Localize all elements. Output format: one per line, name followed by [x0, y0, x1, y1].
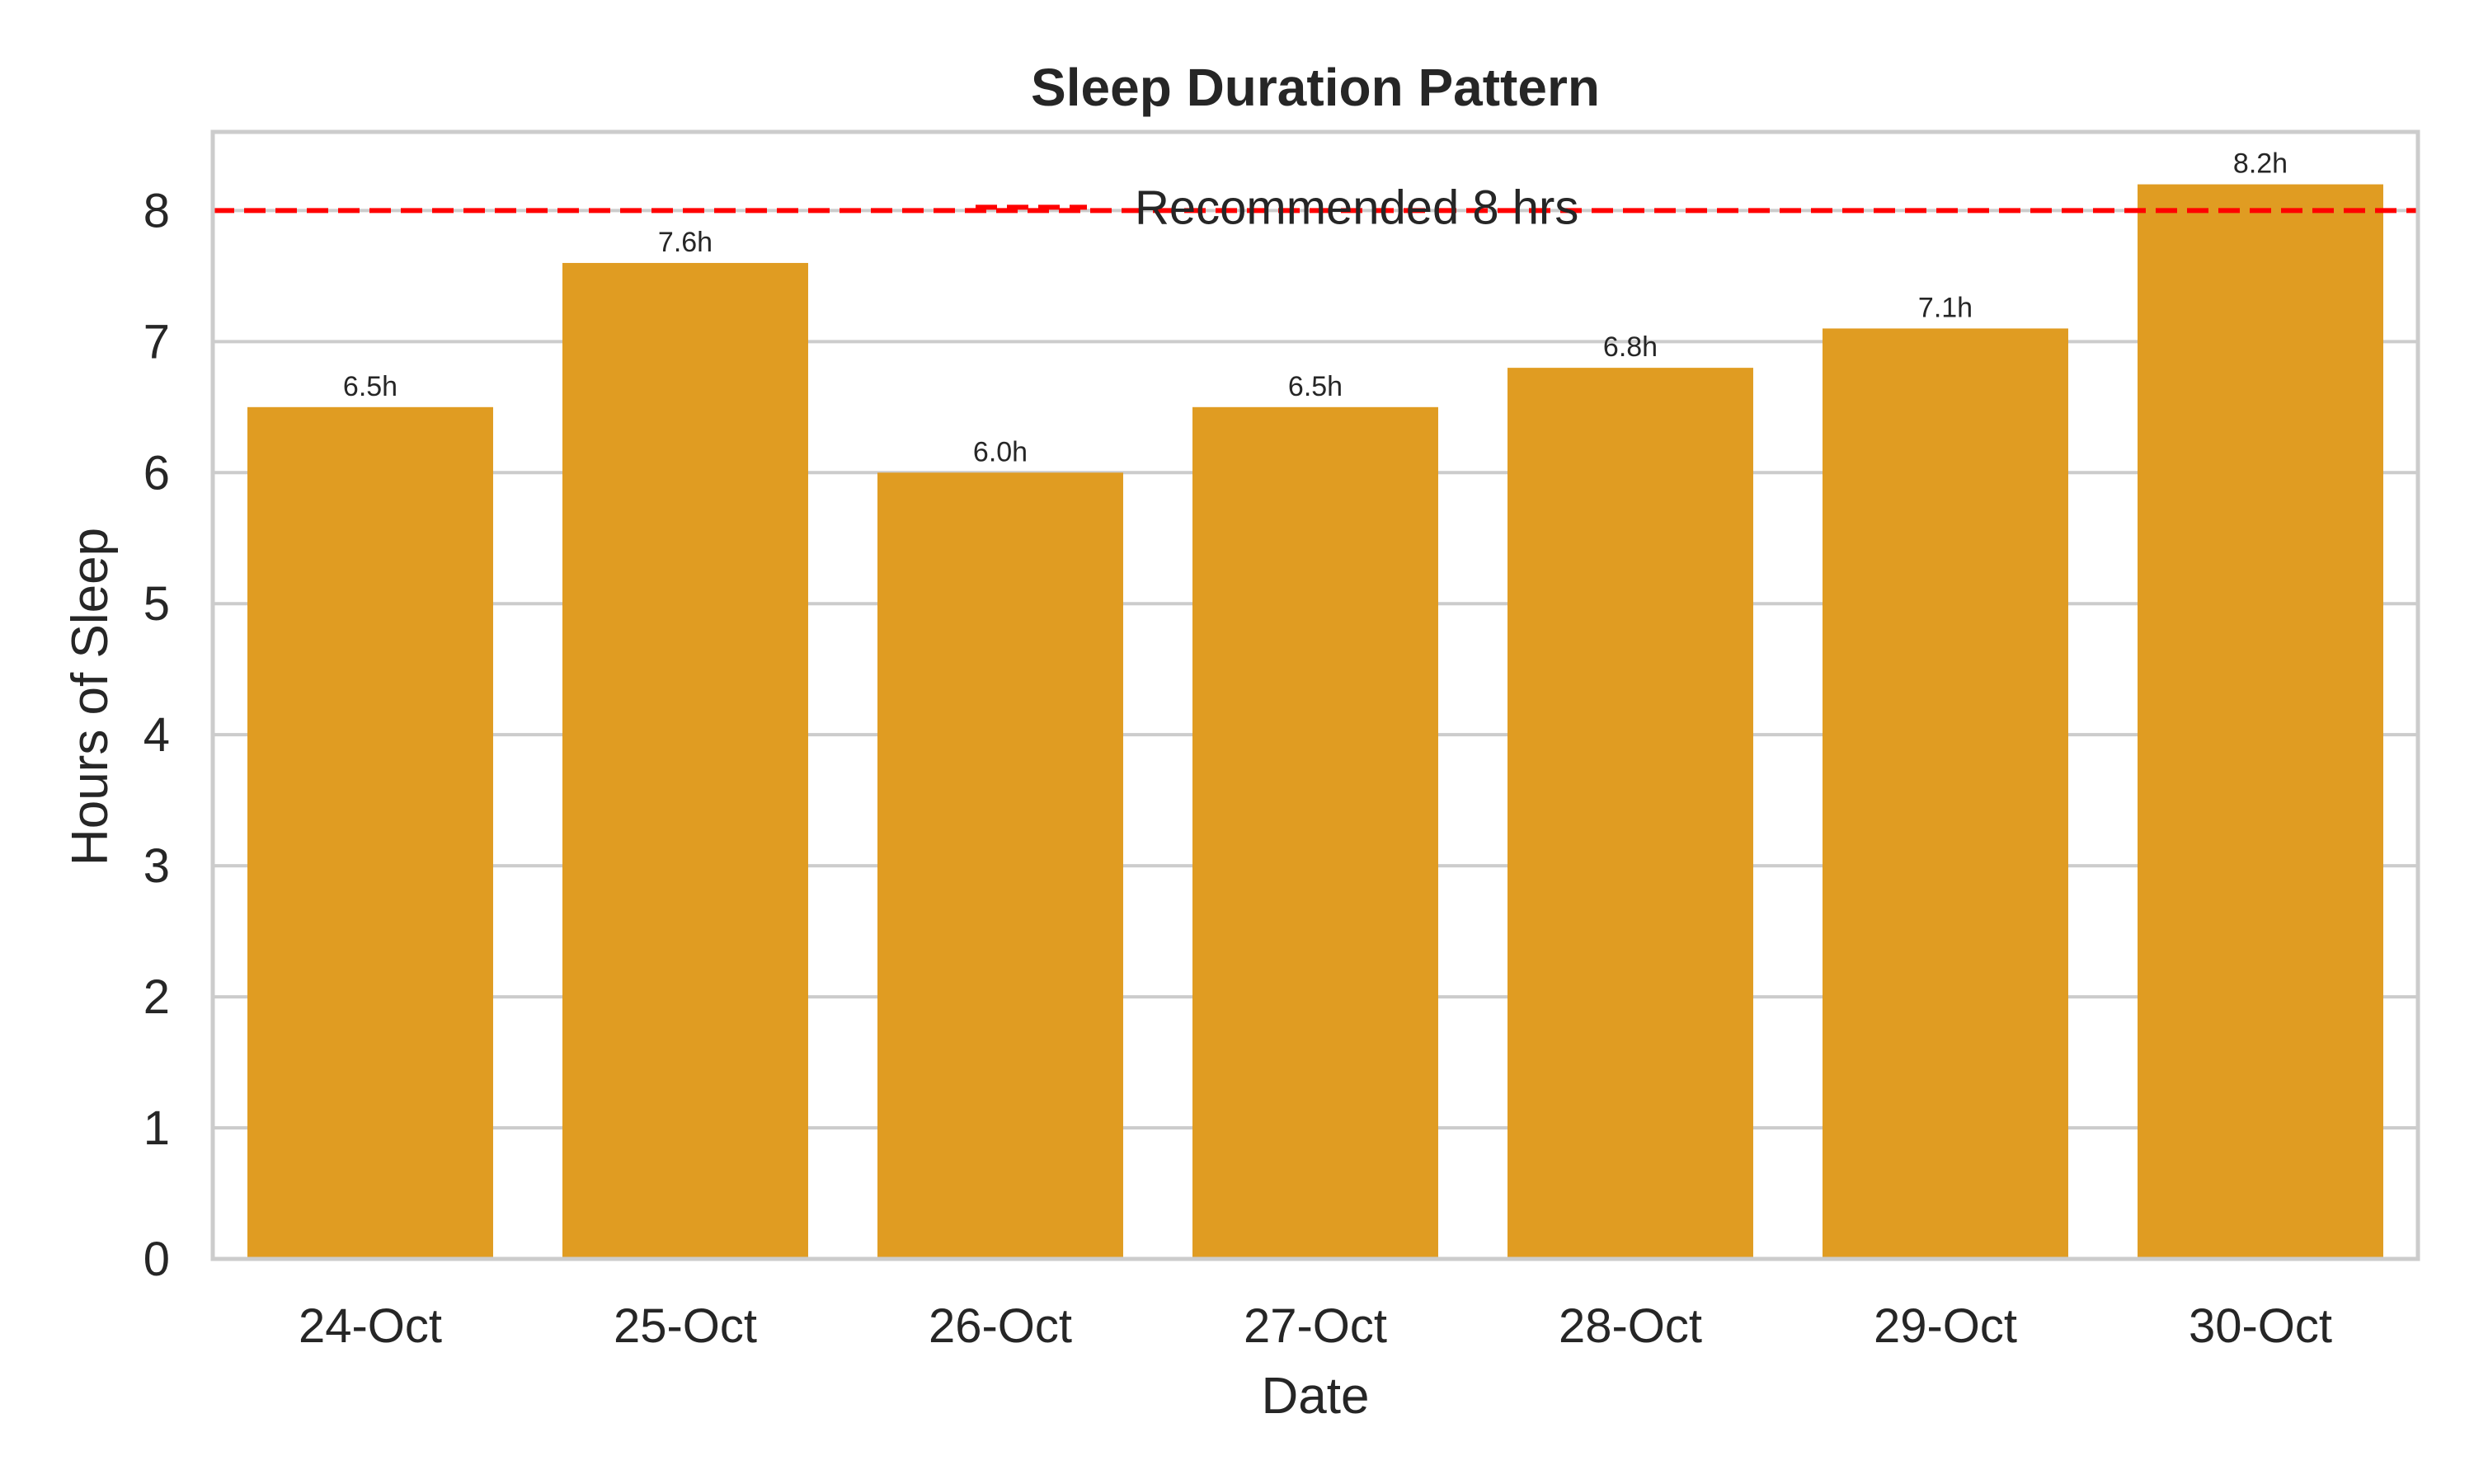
x-axis-label: Date	[1262, 1368, 1370, 1425]
y-tick-label: 3	[143, 839, 170, 893]
legend-label: Recommended 8 hrs	[1135, 181, 1578, 234]
data-label: 8.2h	[2233, 148, 2288, 180]
data-label: 7.6h	[658, 227, 713, 258]
y-tick-label: 0	[143, 1233, 170, 1286]
data-label: 6.5h	[343, 371, 397, 402]
bar	[2138, 184, 2383, 1259]
x-tick-label: 27-Oct	[1244, 1299, 1387, 1353]
x-tick-label: 24-Oct	[299, 1299, 442, 1353]
data-label: 6.5h	[1288, 371, 1343, 402]
bar	[1823, 328, 2068, 1260]
x-tick-label: 29-Oct	[1874, 1299, 2017, 1353]
y-tick-label: 5	[143, 577, 170, 631]
bar	[562, 262, 808, 1259]
y-tick-labels: 0 1 2 3 4 5 6 7 8	[143, 184, 170, 1286]
bar	[247, 406, 493, 1259]
data-label: 6.0h	[973, 436, 1028, 467]
bars	[247, 184, 2383, 1260]
y-tick-label: 2	[143, 970, 170, 1024]
x-tick-label: 26-Oct	[929, 1299, 1072, 1353]
y-tick-label: 6	[143, 446, 170, 500]
y-tick-label: 4	[143, 708, 170, 762]
x-tick-label: 25-Oct	[614, 1299, 757, 1353]
data-label: 7.1h	[1918, 292, 1973, 323]
y-tick-label: 7	[143, 315, 170, 369]
plot-frame	[210, 129, 2420, 1261]
legend: Recommended 8 hrs	[976, 181, 1578, 234]
x-tick-labels: 24-Oct 25-Oct 26-Oct 27-Oct 28-Oct 29-Oct 30-O…	[299, 1299, 2332, 1353]
y-tick-label: 1	[143, 1101, 170, 1155]
y-tick-label: 8	[143, 184, 170, 237]
bar	[877, 472, 1123, 1259]
data-labels: 6.5h 7.6h 6.0h 6.5h 6.8h 7.1h 8.2h	[343, 148, 2288, 468]
data-label: 6.8h	[1603, 331, 1658, 363]
chart-title: Sleep Duration Pattern	[1031, 58, 1600, 117]
x-tick-label: 28-Oct	[1559, 1299, 1702, 1353]
y-axis-label: Hours of Sleep	[62, 528, 119, 866]
x-tick-label: 30-Oct	[2189, 1299, 2332, 1353]
bar	[1192, 406, 1438, 1259]
bar	[1507, 368, 1753, 1260]
